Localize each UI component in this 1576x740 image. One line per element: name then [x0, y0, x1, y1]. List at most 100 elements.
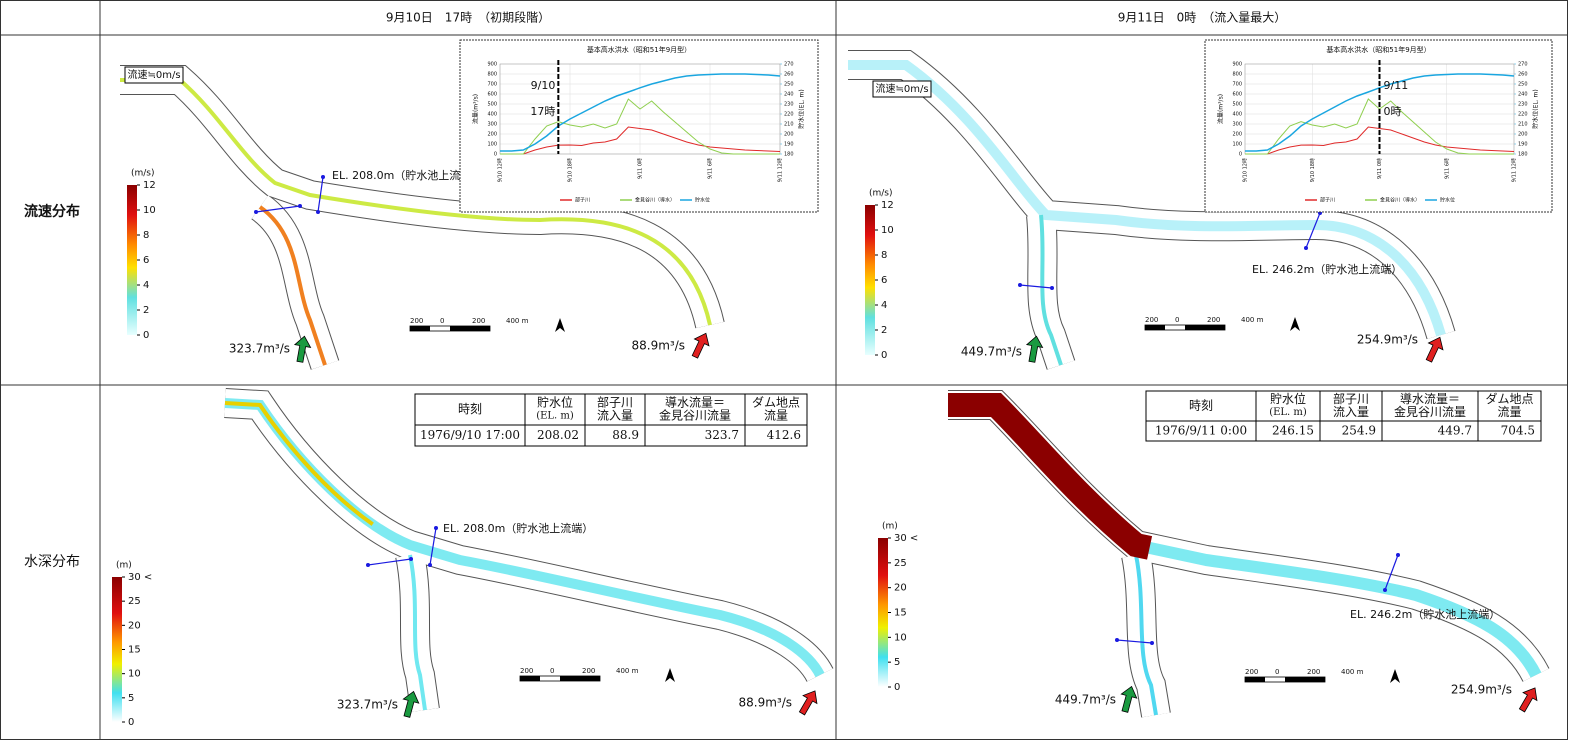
table-header: ダム地点: [1485, 391, 1533, 406]
y2-tick-label: 210: [1518, 122, 1528, 128]
river-flow: [120, 78, 712, 326]
colorbar-tick-label: 10: [143, 205, 156, 216]
table-cell: 1976/9/10 17:00: [420, 428, 520, 442]
section-point: [1150, 641, 1154, 645]
river-core: [224, 401, 822, 676]
north-arrow: [665, 668, 675, 682]
y-tick-label: 900: [487, 62, 497, 68]
colorbar-tick-label: 12: [143, 180, 156, 191]
scale-label: 200: [410, 317, 423, 325]
colorbar-tick-label: 20: [894, 583, 907, 594]
legend-label: 貯水位: [1440, 197, 1455, 204]
table-cell: 704.5: [1501, 424, 1535, 438]
x-tick-label: 9/10 12時: [498, 158, 504, 182]
y-tick-label: 0: [1239, 152, 1242, 158]
series-line: [500, 126, 781, 155]
series-line: [500, 98, 780, 155]
table-border: [1145, 390, 1542, 442]
colorbar-tick-label: 6: [881, 275, 887, 286]
flow-arrow: [691, 332, 710, 359]
section-point: [366, 563, 370, 567]
scale-label: 0: [1175, 316, 1179, 324]
y-axis-label: 流量(m³/s): [472, 94, 480, 124]
inflow-label: 254.9m³/s: [1357, 333, 1418, 347]
x-tick-label: 9/11 0時: [638, 158, 644, 179]
table-header: 金見谷川流量: [1394, 404, 1466, 419]
section-point: [1115, 638, 1119, 642]
scale-label: 0: [550, 667, 554, 675]
colorbar: [865, 205, 875, 355]
section-point: [1383, 588, 1387, 592]
colorbar-tick-label: 15: [894, 608, 907, 619]
y-tick-label: 200: [487, 132, 497, 138]
table-cell: 1976/9/11 0:00: [1155, 424, 1247, 438]
legend-label: 貯水位: [695, 197, 710, 204]
scale-label: 200: [582, 667, 595, 675]
scale-bar: [1185, 325, 1225, 330]
colorbar-tick-label: 4: [143, 280, 149, 291]
note: 流速≒0m/s: [127, 68, 180, 81]
y2-tick-label: 230: [784, 102, 794, 108]
colorbar-tick-label: 6: [143, 255, 149, 266]
north-arrow: [555, 318, 565, 332]
table-cell: 412.6: [767, 428, 801, 442]
scale-label: 200: [1245, 668, 1258, 676]
table-cell: 323.7: [705, 428, 739, 442]
x-tick-label: 9/10 18時: [568, 158, 574, 182]
river-core: [948, 393, 1547, 681]
scale-label: 200: [1145, 316, 1158, 324]
y-tick-label: 800: [1232, 72, 1242, 78]
colorbar-tick-label: 2: [881, 325, 887, 336]
series-line: [500, 73, 781, 152]
scale-label: 200: [1307, 668, 1320, 676]
row-label: 流速分布: [24, 203, 80, 220]
colorbar-unit: (m/s): [869, 189, 893, 199]
y2-tick-label: 190: [1518, 142, 1528, 148]
y2-tick-label: 270: [1518, 62, 1528, 68]
inflow-label: 449.7m³/s: [961, 345, 1022, 359]
y2-tick-label: 210: [784, 122, 794, 128]
colorbar-tick-label: 8: [881, 250, 887, 261]
section-line: [255, 205, 301, 213]
colorbar-unit: (m): [116, 561, 132, 571]
section-line: [367, 558, 412, 566]
table-cell: 254.9: [1342, 424, 1376, 438]
colorbar-unit: (m): [882, 522, 898, 532]
colorbar-tick-label: 25: [128, 596, 141, 607]
el-label: EL. 246.2m（貯水池上流端）: [1350, 607, 1500, 621]
y2-tick-label: 180: [1518, 152, 1528, 158]
section-point: [1018, 283, 1022, 287]
section-point: [316, 210, 320, 214]
series-line: [1245, 73, 1515, 152]
y2-tick-label: 250: [1518, 82, 1528, 88]
table-header: 導水流量＝: [665, 396, 725, 410]
river-map: [120, 65, 725, 370]
y-tick-label: 700: [487, 82, 497, 88]
note-box: [124, 66, 184, 84]
section-line: [1019, 284, 1053, 289]
scale-bar: [520, 676, 540, 681]
flow-arrow: [293, 335, 312, 363]
colorbar-tick-label: 25: [894, 558, 907, 569]
x-tick-label: 9/11 6時: [1444, 158, 1450, 179]
colorbar-tick-label: 20: [128, 620, 141, 631]
section-point: [428, 563, 432, 567]
scale-bar: [1145, 325, 1165, 330]
section-line: [1116, 639, 1153, 644]
colorbar: [127, 185, 137, 335]
section-point: [298, 204, 302, 208]
y-tick-label: 900: [1232, 62, 1242, 68]
inflow-label: 254.9m³/s: [1451, 683, 1512, 697]
y-tick-label: 500: [1232, 102, 1242, 108]
chart-title: 基本高水洪水（昭和51年9月型）: [1326, 45, 1430, 54]
colorbar-tick-label: 15: [128, 645, 141, 656]
colorbar-tick-label: 5: [128, 693, 134, 704]
y-tick-label: 600: [487, 92, 497, 98]
x-tick-label: 9/11 12時: [1512, 158, 1518, 182]
table-header: 導水流量＝: [1400, 392, 1460, 406]
el-label: EL. 208.0m（貯水池上流端）: [332, 168, 482, 182]
colorbar-tick-label: 8: [143, 230, 149, 241]
section-point: [434, 526, 438, 530]
legend-label: 部子川: [1320, 197, 1335, 204]
